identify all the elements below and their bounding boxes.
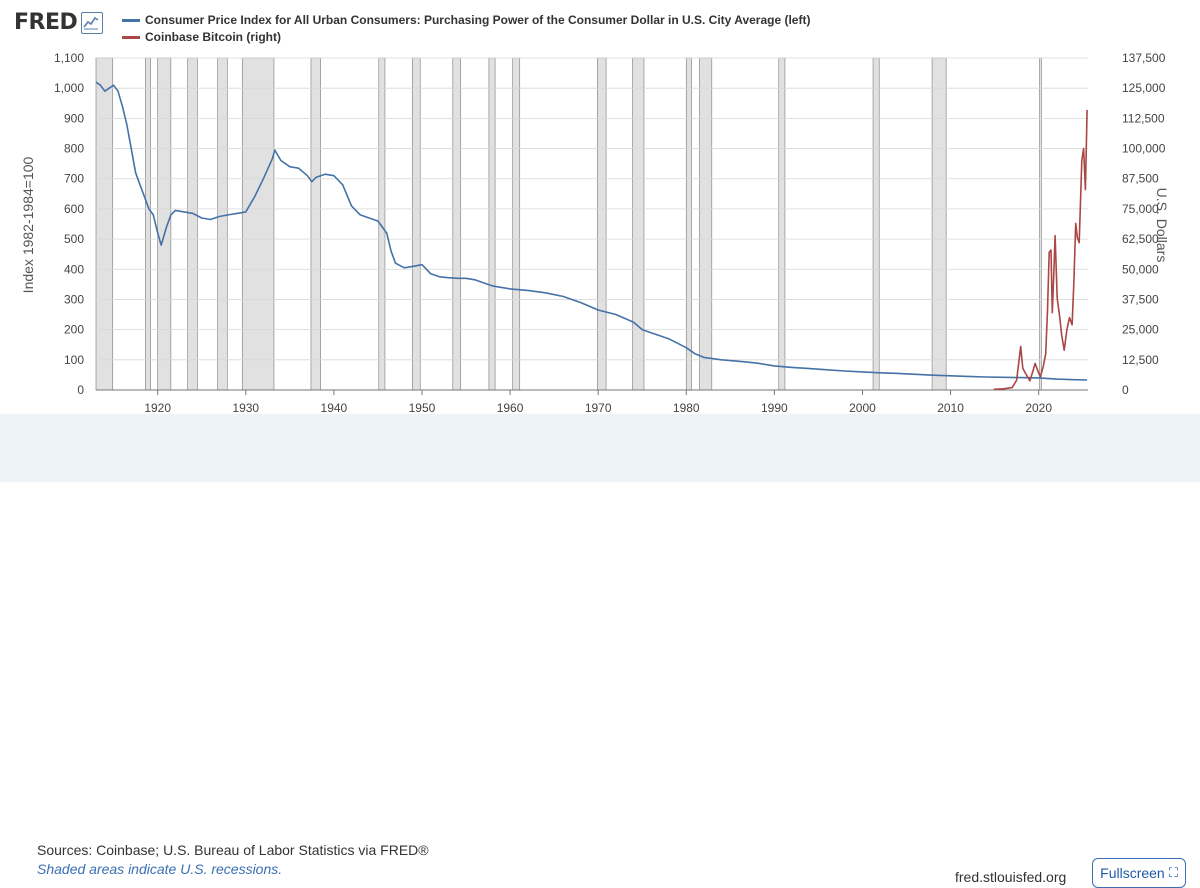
recession-band-4 bbox=[217, 57, 228, 391]
x-axis-ticks: 1920 1930 1940 1950 1960 1970 1980 1990 2000 2010… bbox=[144, 390, 1052, 414]
series-line-bitcoin bbox=[993, 109, 1088, 391]
recession-band-19 bbox=[1039, 57, 1042, 391]
recession-band-2 bbox=[157, 57, 172, 391]
chart-panel: FRED Consumer Price Index for All Urban … bbox=[0, 0, 1200, 414]
x-tick-label: 2010 bbox=[937, 401, 964, 414]
y-tick-label-right: 0 bbox=[1122, 383, 1129, 397]
recession-band-14 bbox=[685, 57, 692, 391]
legend-label-cpi: Consumer Price Index for All Urban Consu… bbox=[145, 13, 811, 27]
y-tick-label-left: 500 bbox=[64, 232, 84, 246]
fullscreen-label: Fullscreen bbox=[1100, 865, 1165, 881]
recession-band-0 bbox=[95, 57, 114, 391]
x-tick-label: 1970 bbox=[585, 401, 612, 414]
y-tick-label-right: 62,500 bbox=[1122, 232, 1159, 246]
y-tick-label-left: 1,000 bbox=[54, 81, 84, 95]
logo-text: FRED bbox=[14, 10, 78, 35]
recession-band-15 bbox=[699, 57, 713, 391]
y-tick-label-right: 100,000 bbox=[1122, 142, 1166, 156]
x-tick-label: 1990 bbox=[761, 401, 788, 414]
x-tick-label: 1980 bbox=[673, 401, 700, 414]
y-axis-left-ticks: 0 100 200 300 400 500 600 700 800 900 1,000 1,100 bbox=[54, 51, 84, 397]
y-tick-label-right: 12,500 bbox=[1122, 353, 1159, 367]
y-tick-label-right: 50,000 bbox=[1122, 262, 1159, 276]
recession-band-13 bbox=[632, 57, 645, 391]
x-tick-label: 1940 bbox=[321, 401, 348, 414]
series-line-cpi bbox=[95, 81, 1088, 381]
expand-corners-icon: ⛶ bbox=[1168, 865, 1178, 880]
y-tick-label-right: 87,500 bbox=[1122, 172, 1159, 186]
recession-band-3 bbox=[187, 57, 198, 391]
y-tick-label-left: 600 bbox=[64, 202, 84, 216]
x-tick-label: 1950 bbox=[409, 401, 436, 414]
y-tick-label-left: 900 bbox=[64, 111, 84, 125]
recession-band-18 bbox=[931, 57, 947, 391]
recession-band-6 bbox=[310, 57, 321, 391]
chart-plot: 0 100 200 300 400 500 600 700 800 900 1,000 1,100 0… bbox=[54, 51, 1166, 414]
y-tick-label-right: 37,500 bbox=[1122, 292, 1159, 306]
chart-line-icon bbox=[81, 11, 104, 34]
sources-text: Sources: Coinbase; U.S. Bureau of Labor … bbox=[37, 842, 429, 858]
recession-band-12 bbox=[596, 57, 607, 391]
y-tick-label-right: 112,500 bbox=[1122, 111, 1165, 125]
legend-item-cpi: Consumer Price Index for All Urban Consu… bbox=[122, 12, 810, 29]
recession-band-1 bbox=[145, 57, 151, 391]
fullscreen-button[interactable]: Fullscreen ⛶ bbox=[1092, 858, 1186, 888]
footer: Sources: Coinbase; U.S. Bureau of Labor … bbox=[0, 414, 1200, 888]
legend-label-bitcoin: Coinbase Bitcoin (right) bbox=[145, 30, 281, 44]
recession-band-8 bbox=[411, 57, 421, 391]
recession-band-11 bbox=[512, 57, 521, 391]
legend-item-bitcoin: Coinbase Bitcoin (right) bbox=[122, 29, 810, 46]
y-tick-label-left: 300 bbox=[64, 292, 84, 306]
y-tick-label-left: 200 bbox=[64, 323, 84, 337]
y-tick-label-right: 125,000 bbox=[1122, 81, 1166, 95]
y-tick-label-left: 0 bbox=[77, 383, 84, 397]
x-tick-label: 1960 bbox=[497, 401, 524, 414]
y-tick-label-left: 100 bbox=[64, 353, 84, 367]
y-tick-label-left: 700 bbox=[64, 172, 84, 186]
y-tick-label-right: 137,500 bbox=[1122, 51, 1166, 65]
series-group bbox=[95, 81, 1088, 391]
recession-band-16 bbox=[778, 57, 786, 391]
recession-band-17 bbox=[872, 57, 880, 391]
y-tick-label-right: 75,000 bbox=[1122, 202, 1159, 216]
site-url[interactable]: fred.stlouisfed.org bbox=[955, 869, 1067, 885]
x-tick-label: 2020 bbox=[1025, 401, 1052, 414]
chart-legend: Consumer Price Index for All Urban Consu… bbox=[122, 12, 810, 46]
recession-band-9 bbox=[452, 57, 462, 391]
y-tick-label-left: 400 bbox=[64, 262, 84, 276]
recession-band-10 bbox=[488, 57, 496, 391]
legend-swatch-cpi bbox=[122, 19, 140, 22]
y-tick-label-right: 25,000 bbox=[1122, 323, 1159, 337]
recession-note: Shaded areas indicate U.S. recessions. bbox=[37, 861, 283, 877]
y-tick-label-left: 1,100 bbox=[54, 51, 84, 65]
legend-swatch-bitcoin bbox=[122, 36, 140, 39]
y-tick-label-left: 800 bbox=[64, 142, 84, 156]
gridlines-group bbox=[96, 57, 1088, 391]
x-tick-label: 1920 bbox=[144, 401, 171, 414]
recession-shading-group bbox=[95, 57, 1042, 391]
y-axis-right-ticks: 0 12,500 25,000 37,500 50,000 62,500 75,000 87,… bbox=[1122, 51, 1166, 397]
x-tick-label: 1930 bbox=[232, 401, 259, 414]
fred-logo[interactable]: FRED bbox=[14, 10, 104, 35]
recession-band-5 bbox=[241, 57, 275, 391]
x-tick-label: 2000 bbox=[849, 401, 876, 414]
